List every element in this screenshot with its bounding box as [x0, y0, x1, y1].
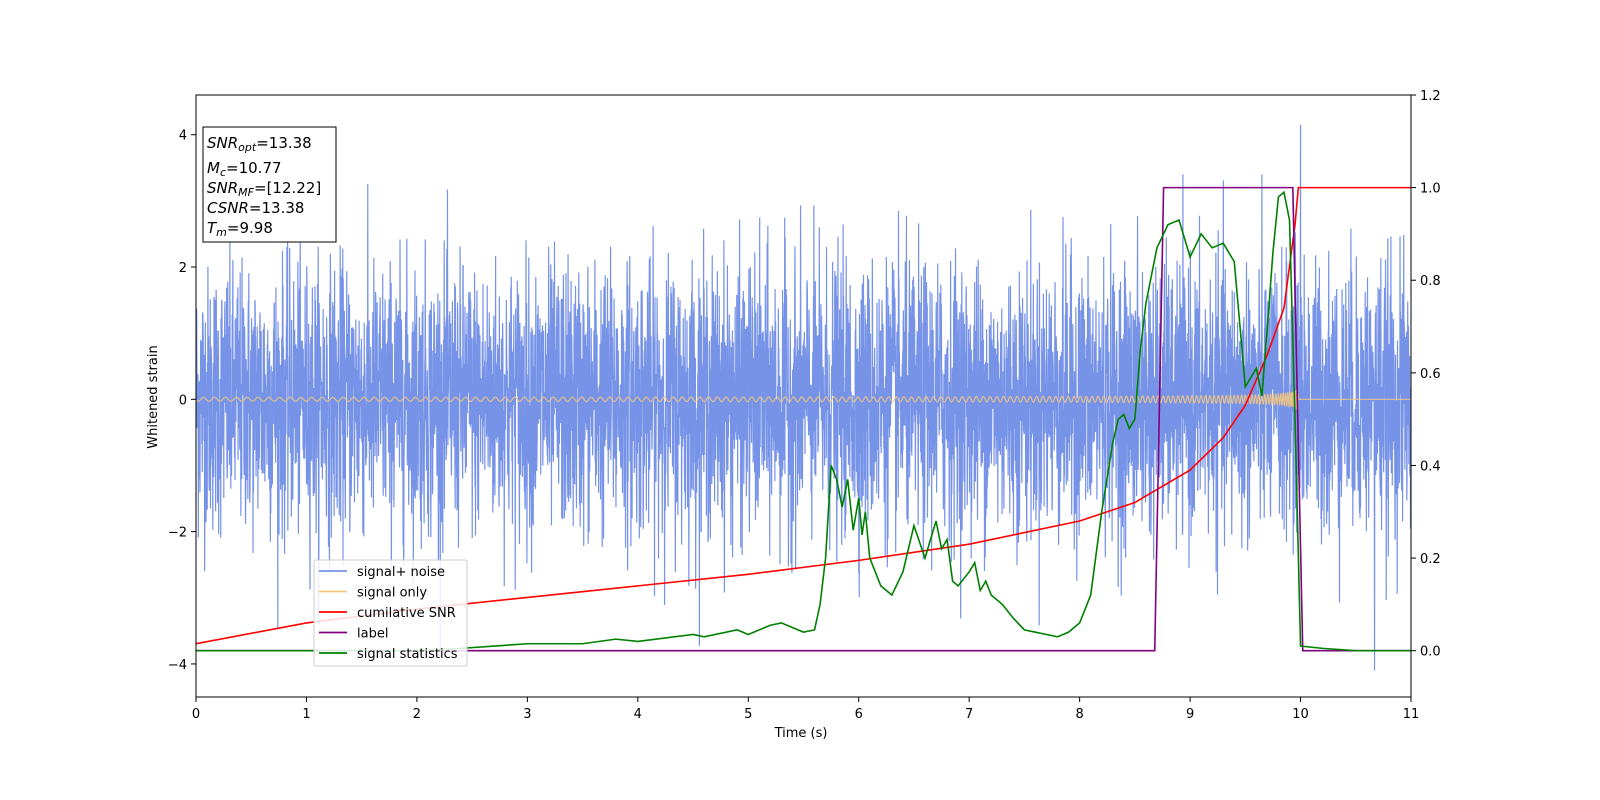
annotation-line: Mc=10.77: [207, 159, 282, 179]
legend-entry-label: cumilative SNR: [357, 606, 456, 621]
y2-tick-label: 0.0: [1420, 645, 1441, 660]
y2-tick-label: 0.4: [1420, 459, 1441, 474]
series-cumulative-snr-line: [196, 186, 1411, 645]
y-axis-left: −4 −2 0 2 4: [168, 129, 196, 673]
x-tick-label: 0: [192, 707, 200, 722]
y-axis-label: Whitened strain: [146, 345, 161, 448]
y2-tick-label: 0.8: [1420, 274, 1441, 289]
series-signal-noise-line: [196, 124, 1411, 671]
legend-entry-label: label: [357, 627, 388, 642]
plot-area: [196, 124, 1411, 671]
x-tick-label: 10: [1292, 707, 1309, 722]
series-label-line: [196, 186, 1411, 652]
legend: signal+ noise signal only cumilative SNR la…: [313, 559, 468, 667]
series-signal-only-line: [196, 388, 1411, 413]
x-tick-label: 7: [965, 707, 973, 722]
plot-frame: [195, 94, 1412, 698]
series-signal-statistics-line: [196, 190, 1411, 652]
annotation-line: SNRMF=[12.22]: [207, 179, 321, 199]
legend-entry-label: signal only: [357, 586, 427, 601]
x-axis: 0 1 2 3 4 5 6 7 8 9 10 11: [192, 697, 1419, 722]
x-tick-label: 5: [744, 707, 752, 722]
x-tick-label: 8: [1075, 707, 1083, 722]
y2-tick-label: 0.6: [1420, 367, 1441, 382]
y-tick-label: 0: [179, 393, 187, 408]
y2-tick-label: 1.0: [1420, 182, 1441, 197]
x-tick-label: 11: [1403, 707, 1420, 722]
stats-annotation-box: SNRopt=13.38 Mc=10.77SNRMF=[12.22]CSNR=13…: [202, 126, 337, 243]
y-tick-label: −4: [168, 658, 187, 673]
legend-entry-label: signal+ noise: [357, 565, 445, 580]
y-tick-label: −2: [168, 526, 187, 541]
y2-tick-label: 0.2: [1420, 552, 1441, 567]
annotation-line: Tm=9.98: [207, 219, 273, 239]
x-tick-label: 2: [413, 707, 421, 722]
x-tick-label: 6: [855, 707, 863, 722]
legend-frame: [313, 559, 468, 667]
x-tick-label: 1: [302, 707, 310, 722]
x-tick-label: 3: [523, 707, 531, 722]
x-axis-label: Time (s): [774, 726, 828, 741]
x-tick-label: 4: [634, 707, 642, 722]
annotation-line: CSNR=13.38: [207, 199, 304, 217]
y-axis-right: 0.0 0.2 0.4 0.6 0.8 1.0 1.2: [1411, 89, 1441, 660]
y2-tick-label: 1.2: [1420, 89, 1441, 104]
y-tick-label: 4: [179, 129, 187, 144]
annotation-frame: [202, 126, 337, 243]
annotation-line: SNRopt=13.38: [207, 134, 312, 154]
y-tick-label: 2: [179, 261, 187, 276]
x-tick-label: 9: [1186, 707, 1194, 722]
legend-entry-label: signal statistics: [357, 647, 458, 662]
